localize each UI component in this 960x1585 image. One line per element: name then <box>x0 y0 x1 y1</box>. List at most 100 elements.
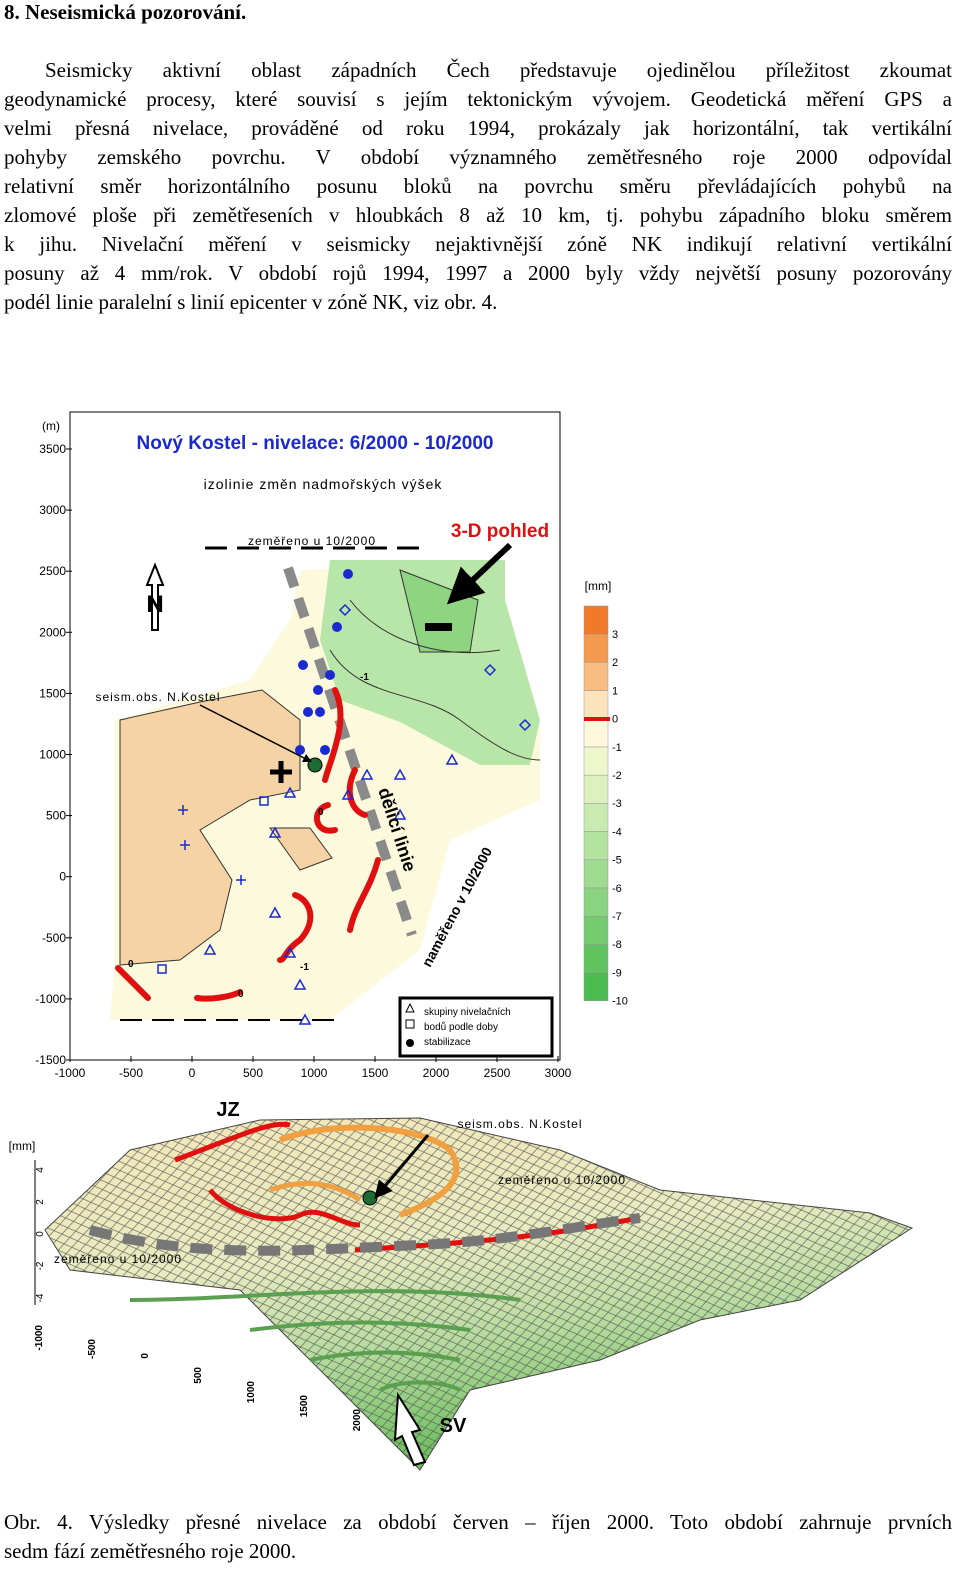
legend-line: bodů podle doby <box>424 1021 498 1033</box>
scale-cell <box>583 774 609 804</box>
paragraph-line: Seismicky aktivní oblast západních Čech … <box>45 58 952 82</box>
zero-isolines <box>115 687 381 1002</box>
scale-label: 2 <box>612 657 618 669</box>
x-tick-label: 500 <box>243 1066 263 1080</box>
zone-peach <box>119 689 301 966</box>
z-tick-label: 0 <box>35 1231 46 1237</box>
view-arrow <box>393 1391 427 1467</box>
isoline-label: 0 <box>238 989 244 1000</box>
pointer <box>199 704 313 763</box>
paragraph-line: podél linie paralelní s linií epicenter … <box>4 290 498 314</box>
x-tick-label: 500 <box>193 1367 204 1384</box>
scale-cell <box>583 746 609 776</box>
legend-box <box>398 996 554 1058</box>
markers <box>295 569 353 755</box>
paragraph-line: pohyby zemského povrchu. V období význam… <box>4 145 952 169</box>
scale-label: 0 <box>612 714 618 726</box>
markers <box>157 603 532 1025</box>
observatory-label: seism.obs. N.Kostel <box>95 690 220 704</box>
zone-peach-small <box>269 827 333 871</box>
isoline-orange <box>269 1180 362 1203</box>
scale-cell <box>583 803 609 832</box>
isoline-green <box>129 1289 521 1392</box>
x-tick-label: 0 <box>189 1066 196 1080</box>
marker-cross <box>270 761 292 783</box>
x-tick-label: -500 <box>119 1066 143 1080</box>
scale-cell <box>583 887 609 917</box>
y-tick-label: 500 <box>46 809 66 823</box>
y-tick-label: 3500 <box>39 442 66 456</box>
isoline <box>329 649 541 761</box>
x-tick-label: -1000 <box>55 1066 86 1080</box>
scale-label: 1 <box>612 685 618 697</box>
observatory-label: seism.obs. N.Kostel <box>457 1117 582 1131</box>
scale-cell <box>583 718 609 748</box>
scale-label: -4 <box>612 826 622 838</box>
observatory <box>307 757 323 773</box>
map-title: Nový Kostel - nivelace: 6/2000 - 10/2000 <box>137 433 494 454</box>
paragraph-line: zlomové ploše při zemětřeseních v hloubk… <box>4 203 952 227</box>
y-tick-label: 2500 <box>39 564 66 578</box>
scale-label: -1 <box>612 742 622 754</box>
scale-cell <box>583 915 609 945</box>
pointer <box>374 1134 430 1199</box>
isoline-label: 0 <box>318 807 324 818</box>
scale-label: -8 <box>612 939 622 951</box>
z-tick-label: -4 <box>35 1293 46 1302</box>
view3d: JZ SV [mm] seism.obs. N.Kostel zeměřeno … <box>9 1099 914 1471</box>
west-label: JZ <box>216 1099 239 1121</box>
scale-label: -3 <box>612 798 622 810</box>
legend-line: skupiny nivelačních <box>424 1007 511 1018</box>
x-tick-label: 1500 <box>362 1066 389 1080</box>
x-tick-label: 2000 <box>352 1409 363 1432</box>
y-tick-label: 3000 <box>39 503 66 517</box>
paragraph-line: velmi přesná nivelace, prováděné od roku… <box>4 116 952 140</box>
map-subtitle: izolinie změn nadmořských výšek <box>204 476 443 492</box>
scale-cell <box>583 662 609 691</box>
x-tick-label: 1500 <box>299 1395 310 1418</box>
measured-label: zeměřeno u 10/2000 <box>54 1252 182 1266</box>
scale-label: -10 <box>612 996 628 1008</box>
view-label: 3-D pohled <box>451 521 549 542</box>
isoline-label: 0 <box>128 959 134 970</box>
x-tick-label: 2000 <box>423 1066 450 1080</box>
divide-line <box>283 566 417 937</box>
scale-unit: [mm] <box>585 579 612 593</box>
z-tick-label: 4 <box>35 1167 46 1173</box>
x-tick-label: -1000 <box>34 1325 45 1351</box>
scale-cell <box>583 944 609 973</box>
y-tick-label: 2000 <box>39 625 66 639</box>
scale-cell <box>583 972 609 1002</box>
east-label: SV <box>440 1415 467 1437</box>
scale-cell <box>583 690 609 720</box>
north-arrow <box>145 562 165 631</box>
x-tick-label: 0 <box>140 1353 151 1359</box>
scale-label: -5 <box>612 855 622 867</box>
caption-line: Obr. 4. Výsledky přesné nivelace za obdo… <box>4 1510 952 1534</box>
scale-cell <box>583 831 609 861</box>
x-tick-label: 1000 <box>301 1066 328 1080</box>
x-tick-label: 3000 <box>545 1066 572 1080</box>
scale-label: 3 <box>612 629 618 641</box>
z-unit: [mm] <box>9 1139 36 1153</box>
paragraph-line: geodynamické procesy, které souvisí s je… <box>4 87 952 111</box>
measured-label: zeměřeno u 10/2000 <box>248 534 376 548</box>
z-tick-label: -2 <box>35 1261 46 1270</box>
scale-label: -7 <box>612 911 622 923</box>
y-tick-label: 1500 <box>39 686 66 700</box>
y-tick-label: 0 <box>59 870 66 884</box>
y-unit: (m) <box>42 419 60 433</box>
isoline <box>349 599 501 653</box>
view-arrow <box>446 542 513 605</box>
map: (m) Nový Kostel - nivelace: 6/2000 - 10/… <box>42 411 612 1061</box>
y-tick-label: -1500 <box>35 1053 66 1067</box>
heading: 8. Neseismická pozorování. <box>4 0 247 24</box>
y-tick-label: -500 <box>42 931 66 945</box>
paragraph-line: relativní směr horizontálního posunu blo… <box>4 174 952 198</box>
scale-cell <box>583 605 609 635</box>
isoline-orange <box>278 1124 460 1218</box>
measured-label: zeměřeno u 10/2000 <box>498 1173 626 1187</box>
z-tick-label: 2 <box>35 1199 46 1205</box>
scale-label: -6 <box>612 883 622 895</box>
